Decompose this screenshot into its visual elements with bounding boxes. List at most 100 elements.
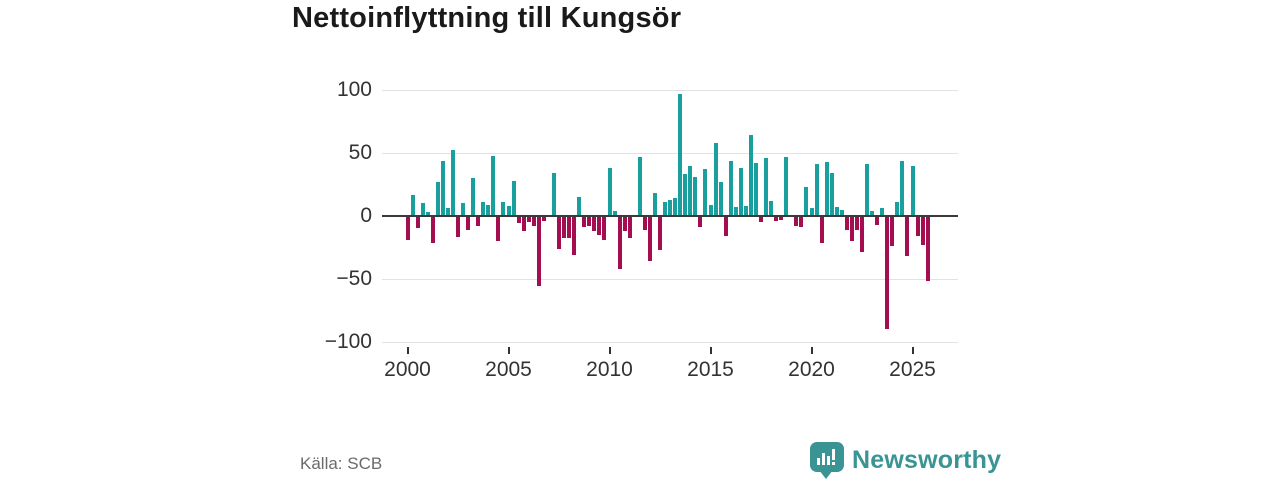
bar	[496, 217, 501, 241]
bar	[748, 135, 753, 216]
bar	[784, 156, 789, 216]
bar	[779, 217, 784, 220]
bar	[405, 217, 410, 240]
bar	[461, 203, 466, 216]
bar	[647, 217, 652, 262]
bar	[860, 217, 864, 253]
bar	[562, 217, 567, 239]
bar	[587, 217, 592, 226]
bar	[481, 202, 486, 216]
bar	[723, 217, 728, 236]
zero-axis-line	[382, 215, 958, 217]
x-axis-tick	[709, 347, 712, 354]
bar	[597, 217, 602, 235]
bar	[759, 217, 763, 223]
bar	[435, 181, 440, 216]
bar	[617, 217, 622, 269]
bar	[854, 217, 859, 230]
bar	[420, 203, 425, 216]
gridline	[382, 90, 958, 91]
bar	[769, 200, 774, 216]
bar	[521, 217, 526, 231]
bar	[491, 155, 496, 216]
bar	[572, 217, 577, 255]
bar	[410, 194, 415, 216]
bar	[865, 164, 870, 216]
bar	[551, 173, 556, 216]
bar	[683, 174, 688, 216]
bar	[738, 168, 743, 216]
x-axis-tick	[608, 347, 611, 354]
bar	[708, 204, 713, 216]
x-axis-tick	[810, 347, 813, 354]
bar	[824, 161, 829, 216]
bar	[531, 217, 536, 226]
x-axis-tick	[507, 347, 510, 354]
bar	[764, 158, 769, 216]
bar	[915, 217, 920, 236]
bar	[895, 202, 900, 216]
bar	[925, 217, 930, 282]
bar	[440, 160, 445, 216]
bar	[688, 165, 693, 216]
bar	[900, 160, 905, 216]
bar	[774, 217, 779, 221]
x-axis-tick-label: 2000	[384, 358, 431, 381]
gridline	[382, 279, 958, 280]
bar	[516, 217, 521, 224]
bar	[607, 168, 612, 216]
bar	[910, 165, 915, 216]
y-axis-tick-label: −50	[336, 267, 372, 290]
bar	[678, 93, 683, 216]
bar	[476, 217, 481, 226]
bar	[829, 173, 834, 216]
bar	[486, 204, 491, 216]
bar	[834, 207, 839, 216]
y-axis-tick-label: 100	[336, 78, 372, 101]
bar	[809, 208, 814, 216]
newsworthy-wordmark: Newsworthy	[852, 446, 1002, 474]
bar	[466, 217, 471, 230]
bar	[703, 169, 708, 216]
bar	[637, 156, 642, 216]
bar	[814, 164, 819, 216]
bar	[753, 163, 758, 216]
bar	[456, 217, 460, 238]
y-axis-tick-label: 0	[360, 204, 372, 227]
bar	[622, 217, 627, 231]
net-migration-bar-chart: 100 50 0 −50 −100 2000 2005 2010 2015 2020 2025	[324, 78, 958, 381]
bar	[582, 217, 587, 228]
bar	[471, 178, 476, 216]
bar	[844, 217, 849, 230]
bar	[430, 217, 435, 244]
x-axis-tick-label: 2010	[586, 358, 633, 381]
bar	[890, 217, 895, 246]
source-label: Källa: SCB	[300, 454, 383, 473]
bar	[602, 217, 607, 240]
bar	[713, 142, 718, 216]
bar	[663, 202, 668, 216]
x-axis-tick	[406, 347, 409, 354]
bar	[627, 217, 632, 239]
bar	[905, 217, 910, 257]
bar	[577, 197, 582, 216]
bar	[849, 217, 854, 241]
bar	[839, 209, 844, 216]
bar	[506, 205, 511, 216]
bar	[450, 150, 455, 216]
newsworthy-logo-icon	[810, 442, 844, 480]
bar	[819, 217, 824, 244]
y-axis-tick-label: 50	[348, 141, 372, 164]
bar	[445, 208, 450, 216]
bar	[536, 217, 541, 287]
bar	[870, 210, 875, 216]
bar	[415, 217, 420, 229]
x-axis-tick-label: 2020	[788, 358, 835, 381]
x-axis-tick-label: 2025	[889, 358, 936, 381]
page-title: Nettoinflyttning till Kungsör	[292, 2, 682, 34]
bar	[642, 217, 647, 230]
y-axis-tick-label: −100	[324, 330, 372, 353]
bar	[880, 208, 885, 216]
bar	[567, 217, 572, 239]
bar	[501, 202, 506, 216]
